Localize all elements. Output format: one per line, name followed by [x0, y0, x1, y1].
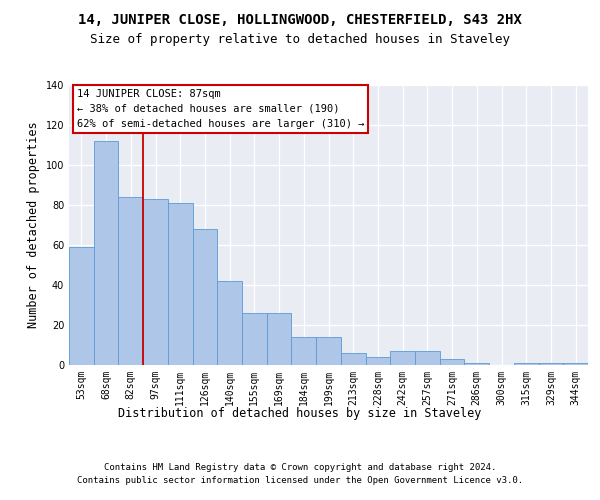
Bar	[316, 337, 341, 365]
Bar	[217, 281, 242, 365]
Bar	[514, 363, 539, 365]
Text: Contains HM Land Registry data © Crown copyright and database right 2024.: Contains HM Land Registry data © Crown c…	[104, 462, 496, 471]
Bar	[118, 197, 143, 365]
Bar	[292, 337, 316, 365]
Text: 14 JUNIPER CLOSE: 87sqm
← 38% of detached houses are smaller (190)
62% of semi-d: 14 JUNIPER CLOSE: 87sqm ← 38% of detache…	[77, 89, 364, 129]
Text: 14, JUNIPER CLOSE, HOLLINGWOOD, CHESTERFIELD, S43 2HX: 14, JUNIPER CLOSE, HOLLINGWOOD, CHESTERF…	[78, 12, 522, 26]
Bar	[365, 357, 390, 365]
Bar	[539, 363, 563, 365]
Y-axis label: Number of detached properties: Number of detached properties	[27, 122, 40, 328]
Bar	[69, 247, 94, 365]
Bar	[242, 313, 267, 365]
Text: Distribution of detached houses by size in Staveley: Distribution of detached houses by size …	[118, 408, 482, 420]
Bar	[563, 363, 588, 365]
Text: Contains public sector information licensed under the Open Government Licence v3: Contains public sector information licen…	[77, 476, 523, 485]
Bar	[267, 313, 292, 365]
Bar	[415, 351, 440, 365]
Bar	[143, 199, 168, 365]
Text: Size of property relative to detached houses in Staveley: Size of property relative to detached ho…	[90, 32, 510, 46]
Bar	[464, 363, 489, 365]
Bar	[94, 141, 118, 365]
Bar	[193, 229, 217, 365]
Bar	[341, 353, 365, 365]
Bar	[168, 203, 193, 365]
Bar	[440, 359, 464, 365]
Bar	[390, 351, 415, 365]
